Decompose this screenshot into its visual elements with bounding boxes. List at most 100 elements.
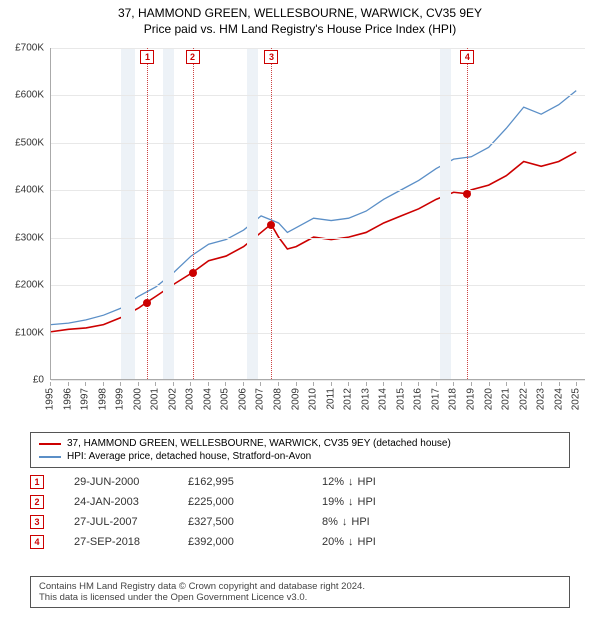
x-tick <box>436 382 437 386</box>
x-tick-label: 1996 <box>62 388 73 410</box>
x-tick-label: 1995 <box>45 388 56 410</box>
y-tick-label: £200K <box>15 280 44 291</box>
sale-price: £327,500 <box>188 516 318 528</box>
x-tick-label: 2002 <box>167 388 178 410</box>
sale-vline <box>467 48 468 379</box>
x-tick-label: 2006 <box>237 388 248 410</box>
x-tick <box>383 382 384 386</box>
x-tick <box>260 382 261 386</box>
x-tick-label: 2003 <box>185 388 196 410</box>
x-tick <box>313 382 314 386</box>
x-tick <box>471 382 472 386</box>
legend: 37, HAMMOND GREEN, WELLESBOURNE, WARWICK… <box>30 432 570 468</box>
x-tick <box>120 382 121 386</box>
x-tick <box>50 382 51 386</box>
chart-area: 1234 <box>50 48 585 380</box>
x-tick-label: 2007 <box>255 388 266 410</box>
sale-row-marker: 1 <box>30 475 44 489</box>
sale-price: £162,995 <box>188 476 318 488</box>
x-tick-label: 2017 <box>430 388 441 410</box>
chart-titles: 37, HAMMOND GREEN, WELLESBOURNE, WARWICK… <box>0 0 600 38</box>
gridline-h <box>51 95 585 96</box>
x-tick <box>173 382 174 386</box>
arrow-down-icon: ↓ <box>348 536 354 548</box>
x-tick <box>225 382 226 386</box>
x-tick-label: 2005 <box>220 388 231 410</box>
x-tick <box>559 382 560 386</box>
x-tick-label: 2008 <box>273 388 284 410</box>
shaded-band <box>163 48 174 379</box>
sale-row-marker: 3 <box>30 515 44 529</box>
x-tick <box>506 382 507 386</box>
x-tick <box>348 382 349 386</box>
x-tick-label: 2014 <box>378 388 389 410</box>
x-tick-label: 2001 <box>150 388 161 410</box>
x-tick <box>296 382 297 386</box>
sale-marker: 1 <box>140 50 154 64</box>
y-tick-label: £700K <box>15 43 44 54</box>
x-tick <box>155 382 156 386</box>
x-tick-label: 2013 <box>360 388 371 410</box>
x-tick-label: 2009 <box>290 388 301 410</box>
x-tick-label: 2018 <box>448 388 459 410</box>
x-tick <box>85 382 86 386</box>
x-tick-label: 2025 <box>571 388 582 410</box>
x-tick-label: 2015 <box>395 388 406 410</box>
footer-attribution: Contains HM Land Registry data © Crown c… <box>30 576 570 608</box>
legend-item-blue: HPI: Average price, detached house, Stra… <box>39 450 561 463</box>
x-tick <box>190 382 191 386</box>
sale-hpi: 20% ↓ HPI <box>322 536 442 548</box>
y-tick-label: £400K <box>15 185 44 196</box>
sale-hpi: 19% ↓ HPI <box>322 496 442 508</box>
x-tick-label: 2021 <box>501 388 512 410</box>
sale-vline <box>193 48 194 379</box>
x-tick <box>278 382 279 386</box>
legend-label-red: 37, HAMMOND GREEN, WELLESBOURNE, WARWICK… <box>67 438 451 449</box>
sale-row-marker: 4 <box>30 535 44 549</box>
sale-date: 27-SEP-2018 <box>54 536 184 548</box>
sale-date: 29-JUN-2000 <box>54 476 184 488</box>
x-tick-label: 1998 <box>97 388 108 410</box>
legend-label-blue: HPI: Average price, detached house, Stra… <box>67 451 311 462</box>
x-tick-label: 2000 <box>132 388 143 410</box>
x-tick-label: 1999 <box>115 388 126 410</box>
x-tick-label: 2022 <box>518 388 529 410</box>
sale-marker: 3 <box>264 50 278 64</box>
gridline-h <box>51 48 585 49</box>
gridline-h <box>51 190 585 191</box>
sale-price: £225,000 <box>188 496 318 508</box>
title-subtitle: Price paid vs. HM Land Registry's House … <box>10 22 590 36</box>
sale-row: 427-SEP-2018£392,00020% ↓ HPI <box>30 532 570 552</box>
y-tick-label: £300K <box>15 232 44 243</box>
sale-point-dot <box>189 269 197 277</box>
sale-point-dot <box>143 299 151 307</box>
sale-row: 129-JUN-2000£162,99512% ↓ HPI <box>30 472 570 492</box>
x-tick-label: 2016 <box>413 388 424 410</box>
arrow-down-icon: ↓ <box>348 476 354 488</box>
x-tick-label: 2020 <box>483 388 494 410</box>
sale-row: 224-JAN-2003£225,00019% ↓ HPI <box>30 492 570 512</box>
x-tick <box>366 382 367 386</box>
x-tick <box>401 382 402 386</box>
x-tick <box>138 382 139 386</box>
shaded-band <box>440 48 451 379</box>
x-tick-label: 2011 <box>325 388 336 410</box>
gridline-h <box>51 238 585 239</box>
legend-swatch-red <box>39 443 61 445</box>
gridline-h <box>51 380 585 381</box>
x-tick-label: 2024 <box>553 388 564 410</box>
sale-marker: 4 <box>460 50 474 64</box>
legend-item-red: 37, HAMMOND GREEN, WELLESBOURNE, WARWICK… <box>39 437 561 450</box>
sale-vline <box>271 48 272 379</box>
footer-line2: This data is licensed under the Open Gov… <box>39 592 561 603</box>
x-tick <box>68 382 69 386</box>
x-tick-label: 2023 <box>536 388 547 410</box>
shaded-band <box>247 48 258 379</box>
gridline-h <box>51 333 585 334</box>
x-tick <box>331 382 332 386</box>
x-tick <box>489 382 490 386</box>
y-tick-label: £0 <box>33 375 44 386</box>
x-tick-label: 2012 <box>343 388 354 410</box>
x-tick <box>524 382 525 386</box>
arrow-down-icon: ↓ <box>342 516 348 528</box>
